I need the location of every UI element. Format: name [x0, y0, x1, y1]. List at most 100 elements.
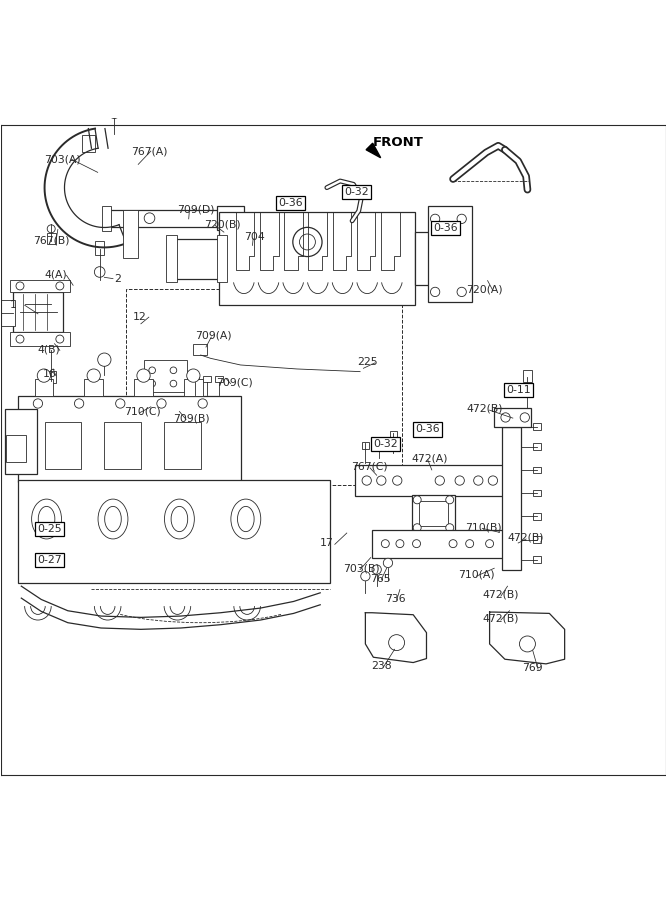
Text: 703(A): 703(A): [45, 154, 81, 164]
Bar: [533, 466, 542, 473]
Circle shape: [413, 540, 420, 547]
Text: 472(B): 472(B): [508, 533, 544, 543]
Bar: [123, 210, 137, 257]
Text: 0-32: 0-32: [373, 439, 398, 449]
Bar: [176, 238, 219, 279]
Circle shape: [430, 287, 440, 297]
Text: 0-11: 0-11: [506, 385, 530, 395]
Bar: [47, 371, 56, 382]
Text: 767(A): 767(A): [131, 146, 167, 156]
Bar: [101, 205, 111, 230]
Bar: [533, 536, 542, 543]
Circle shape: [198, 399, 207, 409]
Circle shape: [87, 369, 100, 382]
Circle shape: [137, 369, 150, 382]
Text: 709(B): 709(B): [173, 413, 209, 423]
Circle shape: [33, 399, 43, 409]
Circle shape: [414, 496, 421, 504]
Text: 0-36: 0-36: [415, 425, 440, 435]
Text: 767(B): 767(B): [33, 236, 70, 246]
Bar: [215, 376, 223, 382]
Circle shape: [149, 381, 155, 387]
Text: 769: 769: [522, 663, 543, 673]
Bar: [418, 501, 448, 526]
Bar: [18, 395, 241, 482]
Bar: [0, 300, 15, 327]
Bar: [428, 205, 472, 302]
Bar: [533, 444, 542, 450]
Bar: [95, 241, 104, 256]
Text: 12: 12: [133, 312, 147, 322]
Bar: [362, 442, 370, 449]
Circle shape: [449, 540, 457, 547]
Text: 703(B): 703(B): [344, 563, 380, 573]
Circle shape: [115, 399, 125, 409]
Text: 17: 17: [319, 538, 334, 548]
Bar: [372, 530, 505, 558]
Bar: [217, 236, 227, 282]
Circle shape: [16, 282, 24, 290]
Circle shape: [149, 367, 155, 374]
Circle shape: [361, 572, 370, 580]
Bar: [203, 376, 211, 382]
Circle shape: [144, 213, 155, 223]
Bar: [10, 332, 70, 347]
Text: 472(B): 472(B): [482, 590, 519, 599]
Circle shape: [187, 369, 200, 382]
Circle shape: [16, 335, 24, 343]
Bar: [376, 436, 383, 444]
Bar: [104, 422, 141, 469]
Bar: [193, 345, 207, 355]
Bar: [10, 280, 70, 292]
Circle shape: [474, 476, 483, 485]
Text: 710(B): 710(B): [465, 522, 502, 532]
Circle shape: [377, 476, 386, 485]
Text: 736: 736: [385, 594, 406, 604]
Text: 1: 1: [9, 301, 16, 310]
Text: 0-25: 0-25: [37, 524, 61, 534]
Bar: [523, 370, 532, 382]
Bar: [5, 409, 37, 474]
Circle shape: [457, 287, 466, 297]
Circle shape: [446, 524, 454, 532]
Text: 709(C): 709(C): [216, 378, 253, 388]
Bar: [134, 379, 153, 395]
Bar: [47, 233, 56, 244]
Circle shape: [299, 234, 315, 250]
Circle shape: [396, 540, 404, 547]
Text: 0-36: 0-36: [433, 223, 458, 233]
Circle shape: [389, 634, 405, 651]
Circle shape: [170, 381, 177, 387]
Text: 767(C): 767(C): [352, 462, 388, 472]
Text: 710(C): 710(C): [124, 407, 161, 417]
Circle shape: [293, 228, 322, 256]
Circle shape: [94, 266, 105, 277]
Circle shape: [430, 214, 440, 223]
Bar: [85, 379, 103, 395]
Bar: [191, 376, 199, 382]
Bar: [390, 431, 398, 438]
Bar: [415, 232, 432, 285]
Text: 720(A): 720(A): [466, 284, 503, 294]
Bar: [533, 556, 542, 562]
Circle shape: [56, 335, 64, 343]
Text: 16: 16: [43, 369, 56, 379]
Circle shape: [109, 108, 119, 119]
Text: 472(B): 472(B): [482, 614, 519, 624]
Text: 709(D): 709(D): [177, 204, 215, 214]
Circle shape: [170, 367, 177, 374]
Text: 720(B): 720(B): [204, 220, 241, 230]
Bar: [412, 494, 455, 533]
Text: 238: 238: [371, 661, 392, 670]
Text: 0-32: 0-32: [344, 187, 369, 197]
Circle shape: [414, 524, 421, 532]
Bar: [81, 135, 95, 151]
Bar: [533, 513, 542, 519]
Bar: [109, 85, 119, 98]
Circle shape: [362, 476, 372, 485]
Circle shape: [488, 476, 498, 485]
Bar: [18, 480, 330, 583]
Text: 765: 765: [370, 574, 391, 584]
Bar: [166, 236, 177, 282]
Circle shape: [520, 413, 530, 422]
